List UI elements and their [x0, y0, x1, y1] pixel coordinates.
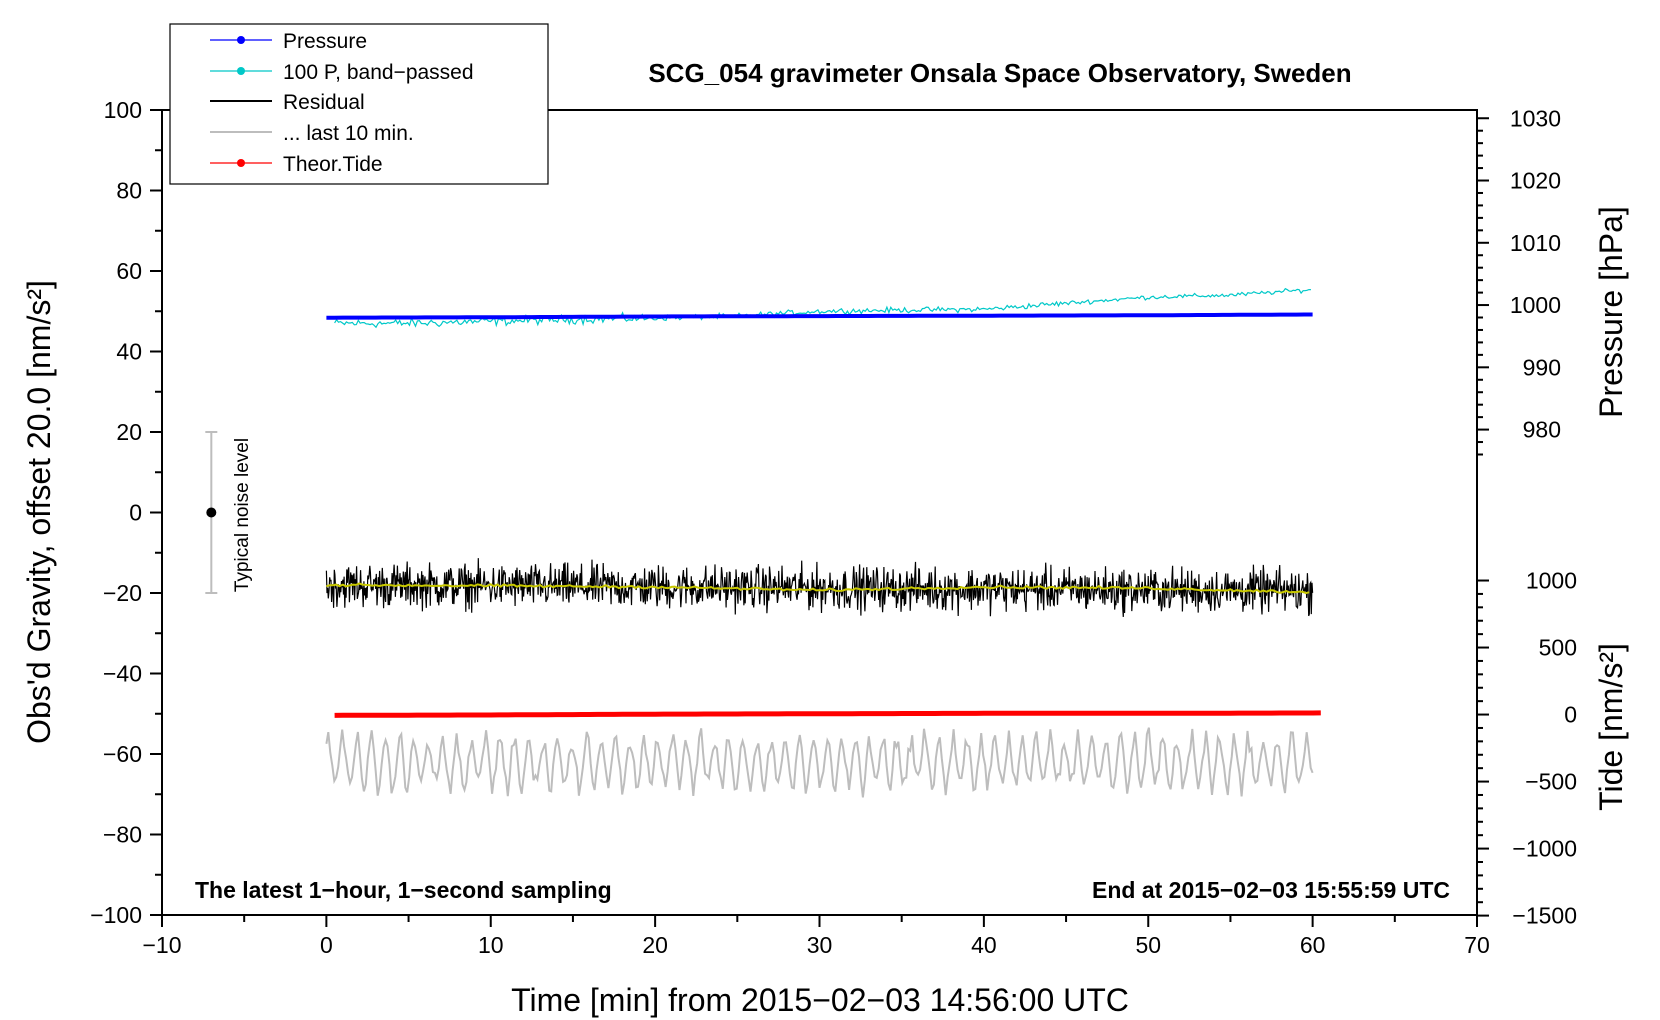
- y-left-tick-label: −80: [103, 822, 142, 848]
- x-tick-label: 20: [642, 932, 668, 958]
- y-right-tide-axis-title: Tide [nm/s²]: [1593, 643, 1629, 811]
- legend-label-residual: Residual: [283, 91, 365, 114]
- x-tick-label: 10: [478, 932, 504, 958]
- y-left-axis-title: Obs'd Gravity, offset 20.0 [nm/s²]: [21, 280, 57, 744]
- noise-label: Typical noise level: [232, 438, 253, 592]
- legend-label-pressure: Pressure: [283, 30, 367, 53]
- x-tick-label: 50: [1135, 932, 1161, 958]
- chart-title: SCG_054 gravimeter Onsala Space Observat…: [648, 58, 1351, 88]
- legend: Pressure 100 P, band−passed Residual ...…: [169, 23, 549, 185]
- y-left-tick-label: −60: [103, 741, 142, 767]
- y-left-axis: −100 −80 −60 −40 −20 0 20 40 60 80 100: [90, 97, 162, 928]
- y-tide-tick-label: −500: [1525, 769, 1577, 795]
- noise-bar: Typical noise level: [205, 431, 253, 594]
- y-tide-tick-label: 0: [1564, 702, 1577, 728]
- y-right-pressure-axis-title: Pressure [hPa]: [1593, 206, 1629, 418]
- legend-marker-band-passed: [237, 67, 245, 75]
- legend-marker-pressure: [237, 36, 245, 44]
- y-right-pressure-axis: 980 990 1000 1010 1020 1030: [1477, 105, 1561, 456]
- y-tide-tick-label: −1500: [1512, 903, 1577, 929]
- y-left-tick-label: 40: [116, 339, 142, 365]
- y-tide-tick-label: −1000: [1512, 836, 1577, 862]
- y-left-tick-label: −100: [90, 902, 142, 928]
- series-residual-line: [325, 558, 1314, 617]
- noise-bar-center-dot: [206, 507, 217, 518]
- plot-frame: [161, 109, 1478, 916]
- legend-item-residual: Residual: [210, 91, 365, 114]
- legend-marker-theor-tide: [237, 159, 245, 167]
- y-tide-tick-label: 1000: [1526, 568, 1577, 594]
- y-left-tick-label: −40: [103, 661, 142, 687]
- x-axis: −10 0 10 20 30 40 50 60 70: [142, 915, 1490, 958]
- legend-label-band-passed: 100 P, band−passed: [283, 61, 474, 84]
- legend-item-last-10-min: ... last 10 min.: [210, 122, 414, 145]
- y-right-tide-axis: −1500 −1000 −500 0 500 1000: [1477, 568, 1577, 929]
- y-left-tick-label: 100: [104, 97, 142, 123]
- x-tick-label: 60: [1300, 932, 1326, 958]
- x-tick-label: 40: [971, 932, 997, 958]
- annotation-end-time: End at 2015−02−03 15:55:59 UTC: [1092, 877, 1450, 903]
- x-tick-label: 0: [320, 932, 333, 958]
- series-theor-tide-line: [334, 710, 1321, 718]
- y-pressure-tick-label: 1000: [1510, 292, 1561, 318]
- x-tick-label: 30: [807, 932, 833, 958]
- legend-item-theor-tide: Theor.Tide: [210, 153, 383, 176]
- y-pressure-tick-label: 1030: [1510, 105, 1561, 131]
- y-pressure-tick-label: 1020: [1510, 168, 1561, 194]
- x-axis-title: Time [min] from 2015−02−03 14:56:00 UTC: [511, 982, 1129, 1018]
- legend-label-last-10-min: ... last 10 min.: [283, 122, 414, 145]
- y-left-tick-label: 80: [116, 178, 142, 204]
- y-pressure-tick-label: 1010: [1510, 230, 1561, 256]
- y-left-tick-label: 60: [116, 258, 142, 284]
- x-tick-label: 70: [1464, 932, 1490, 958]
- series-pressure-line: [326, 312, 1313, 320]
- legend-box: [169, 23, 549, 185]
- legend-item-pressure: Pressure: [210, 30, 367, 53]
- y-left-tick-label: −20: [103, 580, 142, 606]
- y-left-tick-label: 20: [116, 419, 142, 445]
- legend-item-band-passed: 100 P, band−passed: [210, 61, 474, 84]
- y-tide-tick-label: 500: [1539, 635, 1577, 661]
- y-pressure-tick-label: 980: [1523, 417, 1561, 443]
- series-pressure-band-passed-line: [334, 287, 1312, 329]
- series-layer: [325, 287, 1321, 798]
- y-pressure-tick-label: 990: [1523, 354, 1561, 380]
- legend-label-theor-tide: Theor.Tide: [283, 153, 383, 176]
- y-left-tick-label: 0: [129, 500, 142, 526]
- series-residual-smoothed-line: [326, 582, 1310, 595]
- annotation-sampling: The latest 1−hour, 1−second sampling: [195, 877, 612, 903]
- x-tick-label: −10: [142, 932, 181, 958]
- series-last-10-min-line: [325, 727, 1314, 798]
